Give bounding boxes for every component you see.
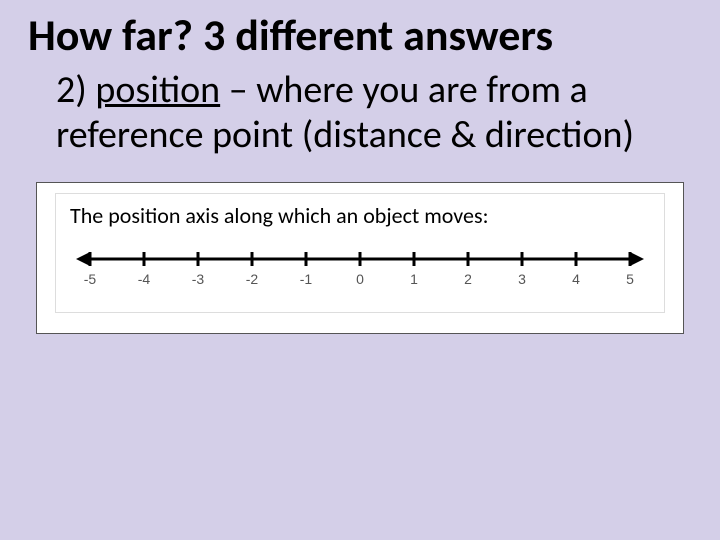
diagram-inner: The position axis along which an object … <box>55 193 665 313</box>
svg-text:-5: -5 <box>84 271 97 287</box>
svg-text:-3: -3 <box>192 271 205 287</box>
diagram-box: The position axis along which an object … <box>36 182 684 334</box>
svg-text:2: 2 <box>464 271 472 287</box>
numberline-axis: -5 -4 -3 -2 -1 0 1 2 3 4 5 <box>66 235 654 295</box>
slide-title: How far? 3 different answers <box>0 0 720 68</box>
svg-text:1: 1 <box>410 271 418 287</box>
svg-text:4: 4 <box>572 271 580 287</box>
svg-text:0: 0 <box>356 271 364 287</box>
svg-text:-1: -1 <box>300 271 313 287</box>
svg-text:3: 3 <box>518 271 526 287</box>
diagram-caption: The position axis along which an object … <box>66 202 654 229</box>
body-prefix: 2) <box>56 67 95 113</box>
svg-text:-4: -4 <box>138 271 151 287</box>
body-keyword: position <box>95 67 220 113</box>
svg-text:5: 5 <box>626 271 634 287</box>
svg-text:-2: -2 <box>246 271 259 287</box>
body-text: 2) position – where you are from a refer… <box>0 68 720 158</box>
